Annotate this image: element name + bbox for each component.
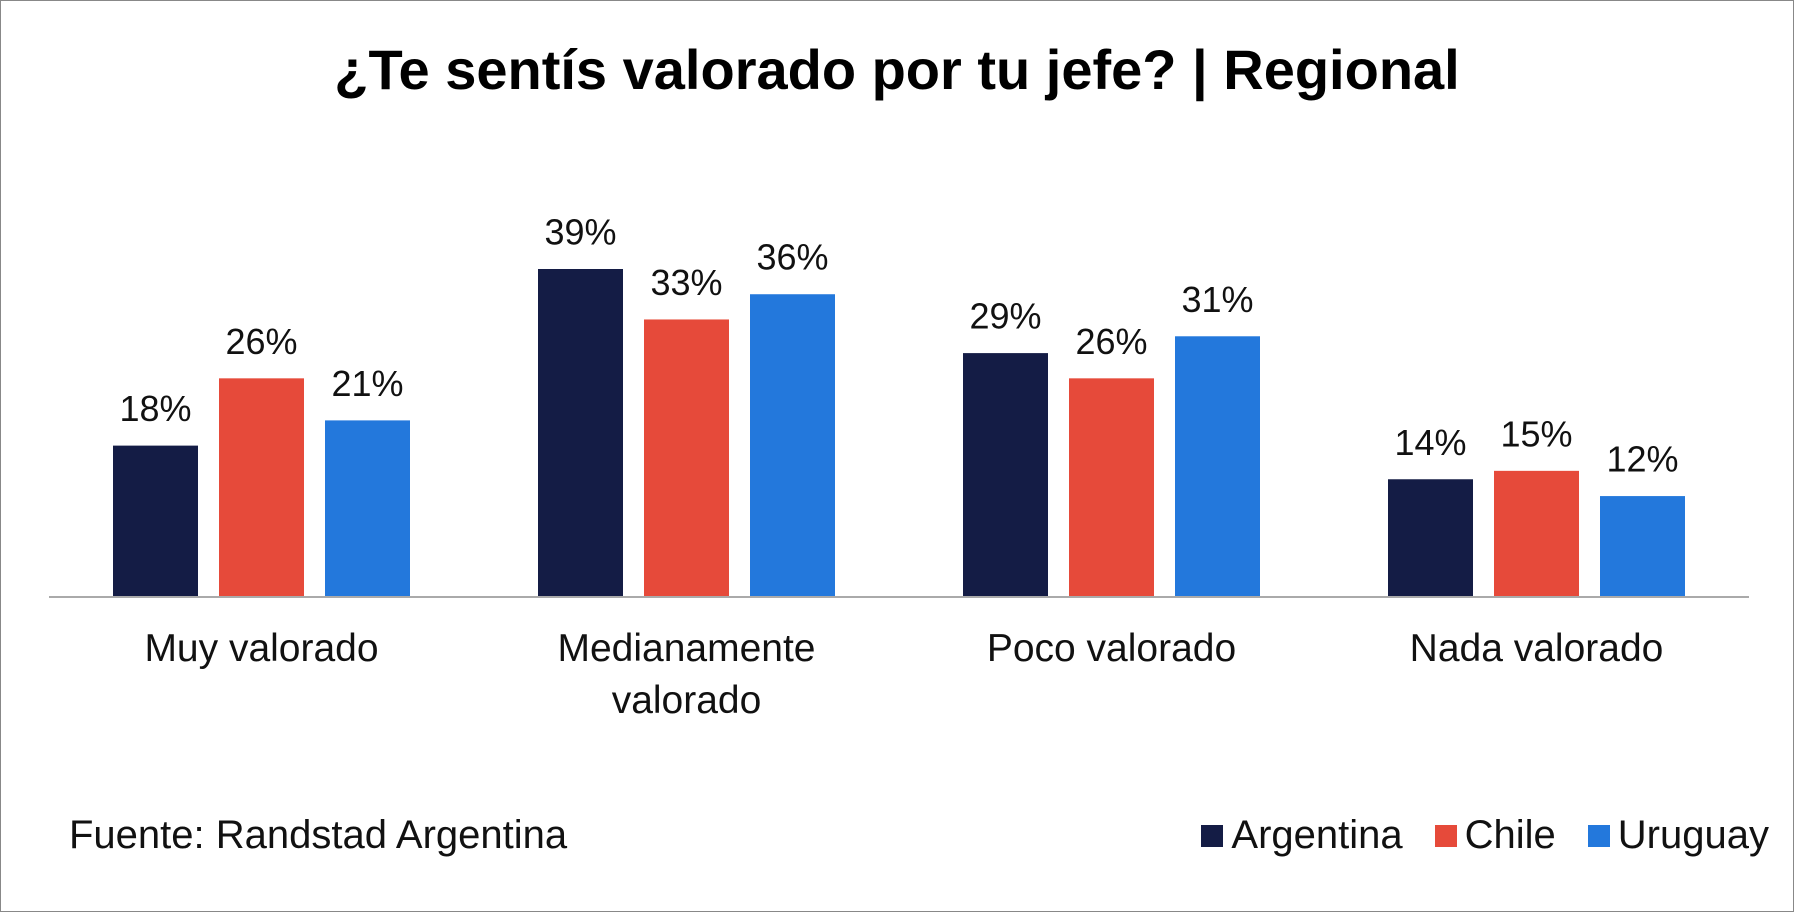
data-label: 39%	[544, 212, 616, 253]
bar	[644, 319, 729, 597]
bar	[538, 269, 623, 597]
x-tick-label: Medianamente valorado	[557, 627, 816, 722]
data-label: 36%	[756, 237, 828, 278]
legend-label: Chile	[1464, 813, 1556, 857]
source-note: Fuente: Randstad Argentina	[69, 813, 568, 857]
bar	[750, 294, 835, 597]
bar	[1388, 479, 1473, 597]
x-tick-label: Nada valorado	[1409, 627, 1664, 670]
bar	[325, 420, 410, 597]
legend-label: Argentina	[1231, 813, 1403, 857]
data-label: 33%	[650, 262, 722, 303]
data-label: 31%	[1181, 279, 1253, 320]
data-label: 26%	[225, 321, 297, 362]
bar	[963, 353, 1048, 597]
legend-item: Argentina	[1201, 813, 1403, 858]
x-tick-label: Muy valorado	[144, 627, 379, 670]
legend-swatch	[1587, 824, 1610, 847]
bar	[1600, 496, 1685, 597]
data-label: 21%	[331, 363, 403, 404]
legend-swatch	[1201, 824, 1224, 847]
bar	[1494, 470, 1579, 597]
data-label: 14%	[1394, 422, 1466, 463]
legend-label: Uruguay	[1617, 813, 1769, 857]
data-label: 26%	[1075, 321, 1147, 362]
bar	[219, 378, 304, 597]
data-label: 12%	[1606, 439, 1678, 480]
legend-swatch	[1434, 824, 1457, 847]
bar	[113, 445, 198, 597]
data-label: 29%	[969, 296, 1041, 337]
bar	[1175, 336, 1260, 597]
data-label: 18%	[119, 388, 191, 429]
chart-title: ¿Te sentís valorado por tu jefe? | Regio…	[334, 38, 1460, 101]
legend: Argentina Chile Uruguay	[1169, 813, 1769, 858]
x-tick-label: Poco valorado	[986, 627, 1237, 670]
data-label: 15%	[1500, 413, 1572, 454]
legend-item: Uruguay	[1587, 813, 1769, 858]
bar	[1069, 378, 1154, 597]
legend-item: Chile	[1434, 813, 1556, 858]
